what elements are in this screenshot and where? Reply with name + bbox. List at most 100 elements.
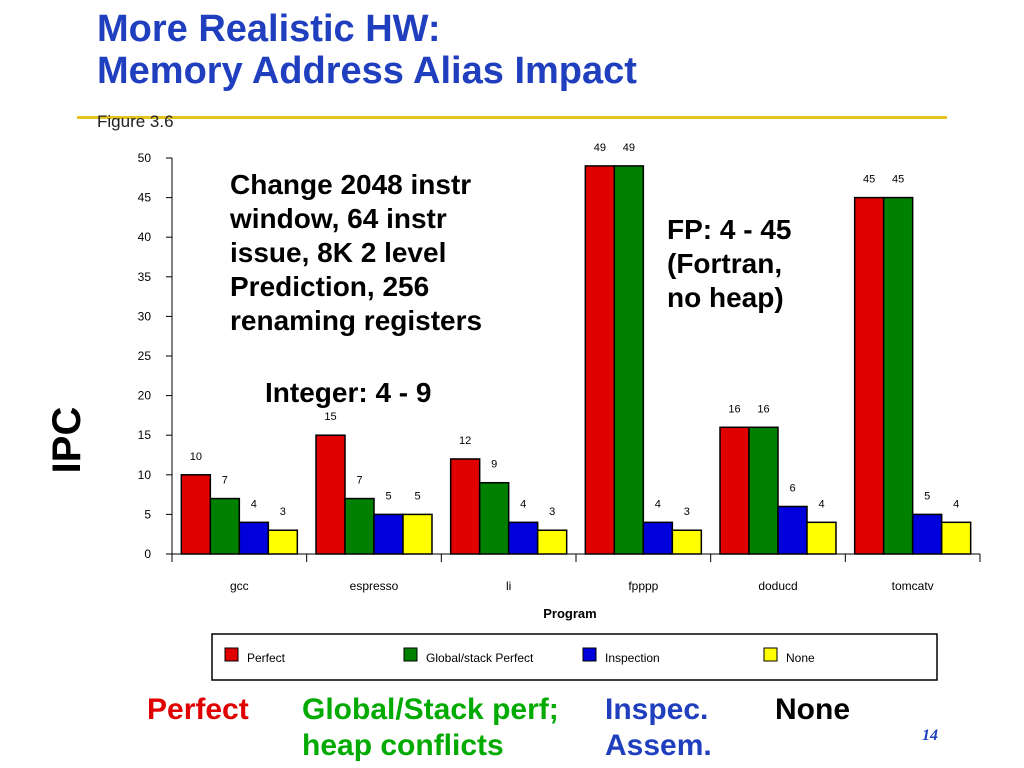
data-label: 45 <box>892 174 904 186</box>
y-tick-label: 15 <box>138 428 152 442</box>
y-tick-label: 20 <box>138 389 152 403</box>
bar <box>748 426 779 555</box>
legend-inspec-line-2: Assem. <box>605 729 712 762</box>
data-label: 49 <box>623 142 635 154</box>
title-line-2: Memory Address Alias Impact <box>97 50 637 92</box>
config-line-5: renaming registers <box>230 305 483 336</box>
y-tick-label: 35 <box>138 270 152 284</box>
config-line-2: window, 64 instr <box>230 203 447 234</box>
bar <box>209 497 241 555</box>
fp-line-2: (Fortran, <box>667 248 783 279</box>
integer-range-annotation: Integer: 4 - 9 <box>265 377 432 408</box>
bar <box>584 165 616 555</box>
bar <box>671 529 703 555</box>
legend-swatch <box>403 647 418 662</box>
y-tick-label: 40 <box>138 230 152 244</box>
x-tick-label: li <box>506 579 511 593</box>
data-label: 3 <box>549 506 555 518</box>
y-tick-label: 25 <box>138 349 152 363</box>
data-label: 6 <box>789 482 795 494</box>
bar <box>911 513 943 555</box>
data-label: 5 <box>414 490 420 502</box>
data-label: 16 <box>728 403 740 415</box>
y-tick-label: 30 <box>138 309 152 323</box>
data-label: 15 <box>324 411 336 423</box>
x-tick-label: fpppp <box>628 579 658 593</box>
y-tick-label: 5 <box>144 507 151 521</box>
bar <box>238 521 270 555</box>
y-tick-label: 10 <box>138 468 152 482</box>
data-label: 4 <box>818 498 824 510</box>
data-label: 7 <box>356 475 362 487</box>
bar <box>777 505 808 555</box>
x-tick-label: tomcatv <box>892 579 934 593</box>
data-label: 3 <box>684 506 690 518</box>
title-rule <box>77 116 947 119</box>
legend-label: Perfect <box>247 651 286 665</box>
bar <box>613 165 645 555</box>
data-label: 9 <box>491 459 497 471</box>
legend-label: Global/stack Perfect <box>426 651 534 665</box>
data-label: 4 <box>520 498 526 510</box>
legend-swatch <box>582 647 597 662</box>
title-line-1: More Realistic HW: <box>97 8 441 50</box>
data-label: 49 <box>594 142 606 154</box>
legend-inspec-line-1: Inspec. <box>605 693 709 726</box>
legend-label: Inspection <box>605 651 660 665</box>
bar <box>882 196 914 555</box>
fp-range-annotation: FP: 4 - 45 (Fortran, no heap) <box>667 213 791 315</box>
config-line-4: Prediction, 256 <box>230 271 430 302</box>
data-label: 3 <box>280 506 286 518</box>
bar <box>267 529 299 555</box>
data-label: 12 <box>459 435 471 447</box>
data-label: 4 <box>655 498 661 510</box>
legend-box <box>211 633 938 681</box>
legend-none: None <box>775 693 850 726</box>
legend-swatch <box>224 647 239 662</box>
y-tick-label: 45 <box>138 191 152 205</box>
data-label: 5 <box>385 490 391 502</box>
bar <box>373 513 404 555</box>
legend-inspec: Inspec. Assem. <box>605 692 712 764</box>
legend-label: None <box>786 651 815 665</box>
bar <box>507 521 539 555</box>
page-number: 14 <box>922 727 938 744</box>
y-tick-label: 50 <box>138 151 152 165</box>
legend-swatch <box>763 647 778 662</box>
data-label: 4 <box>251 498 257 510</box>
y-axis-title: IPC <box>45 407 89 474</box>
x-tick-label: gcc <box>230 579 249 593</box>
x-axis-title: Program <box>543 606 596 621</box>
fp-line-3: no heap) <box>667 282 784 313</box>
config-line-1: Change 2048 instr <box>230 169 472 200</box>
bar <box>449 458 481 555</box>
bar <box>853 196 885 555</box>
data-label: 4 <box>953 498 959 510</box>
legend-global-stack: Global/Stack perf; heap conflicts <box>302 692 559 764</box>
legend-global-line-1: Global/Stack perf; <box>302 693 559 726</box>
config-line-3: issue, 8K 2 level <box>230 237 447 268</box>
data-label: 16 <box>757 403 769 415</box>
data-label: 7 <box>222 475 228 487</box>
data-label: 5 <box>924 490 930 502</box>
y-tick-label: 0 <box>144 547 151 561</box>
legend-global-line-2: heap conflicts <box>302 729 504 762</box>
data-label: 10 <box>190 451 202 463</box>
slide-title: More Realistic HW: Memory Address Alias … <box>97 8 637 92</box>
legend-perfect: Perfect <box>147 693 249 726</box>
bar <box>315 434 346 555</box>
config-annotation: Change 2048 instr window, 64 instr issue, … <box>230 168 482 338</box>
data-label: 45 <box>863 174 875 186</box>
bar <box>536 529 568 555</box>
bar <box>806 521 837 555</box>
x-tick-label: espresso <box>350 579 399 593</box>
bar <box>940 521 972 555</box>
bar <box>402 513 433 555</box>
bar <box>719 426 750 555</box>
fp-line-1: FP: 4 - 45 <box>667 214 792 245</box>
bar <box>642 521 674 555</box>
x-tick-label: doducd <box>758 579 797 593</box>
figure-reference: Figure 3.6 <box>97 112 174 131</box>
bar <box>180 474 212 555</box>
